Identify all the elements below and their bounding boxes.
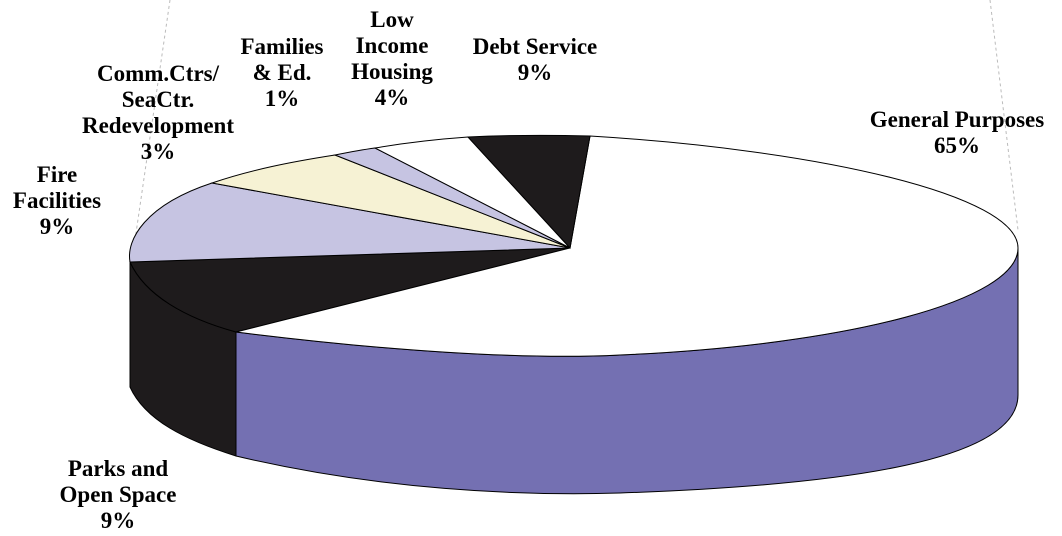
- slice-comm-ctrs: [210, 154, 571, 249]
- label-line: SeaCtr.: [122, 87, 195, 112]
- label-line: 3%: [141, 139, 176, 164]
- label-debt-service: Debt Service 9%: [473, 34, 598, 85]
- label-line: 9%: [518, 60, 553, 85]
- label-line: Fire: [37, 162, 77, 187]
- leader-line-right: [989, 0, 1019, 231]
- label-line: & Ed.: [253, 60, 312, 85]
- label-line: Families: [240, 34, 323, 59]
- label-families-ed: Families & Ed. 1%: [240, 34, 323, 111]
- label-low-income-housing: Low Income Housing 4%: [351, 7, 433, 110]
- slice-low-income-housing: [373, 136, 571, 249]
- label-line: Facilities: [13, 188, 101, 213]
- label-general-purposes: General Purposes 65%: [870, 107, 1044, 158]
- label-fire-facilities: Fire Facilities 9%: [13, 162, 101, 239]
- label-line: Low: [370, 7, 414, 32]
- label-line: Comm.Ctrs/: [97, 61, 220, 86]
- label-line: Income: [356, 33, 429, 58]
- label-line: 9%: [101, 508, 136, 533]
- label-line: Debt Service: [473, 34, 598, 59]
- label-comm-ctrs: Comm.Ctrs/SeaCtr. Redevelopment 3%: [82, 61, 234, 164]
- label-line: Parks and: [68, 456, 169, 481]
- label-line: Redevelopment: [82, 113, 234, 138]
- slice-fire-facilities: [128, 182, 571, 263]
- label-line: 65%: [934, 133, 980, 158]
- label-line: General Purposes: [870, 107, 1044, 132]
- label-line: 4%: [375, 85, 410, 110]
- slice-debt-service: [466, 134, 591, 250]
- label-line: Open Space: [60, 482, 177, 507]
- label-line: Housing: [351, 59, 433, 84]
- slice-general-purposes-top: [235, 135, 1019, 357]
- label-line: 1%: [265, 86, 300, 111]
- label-parks-and-open-space: Parks and Open Space 9%: [60, 456, 177, 533]
- leader-line-left: [134, 0, 171, 241]
- label-line: 9%: [40, 214, 75, 239]
